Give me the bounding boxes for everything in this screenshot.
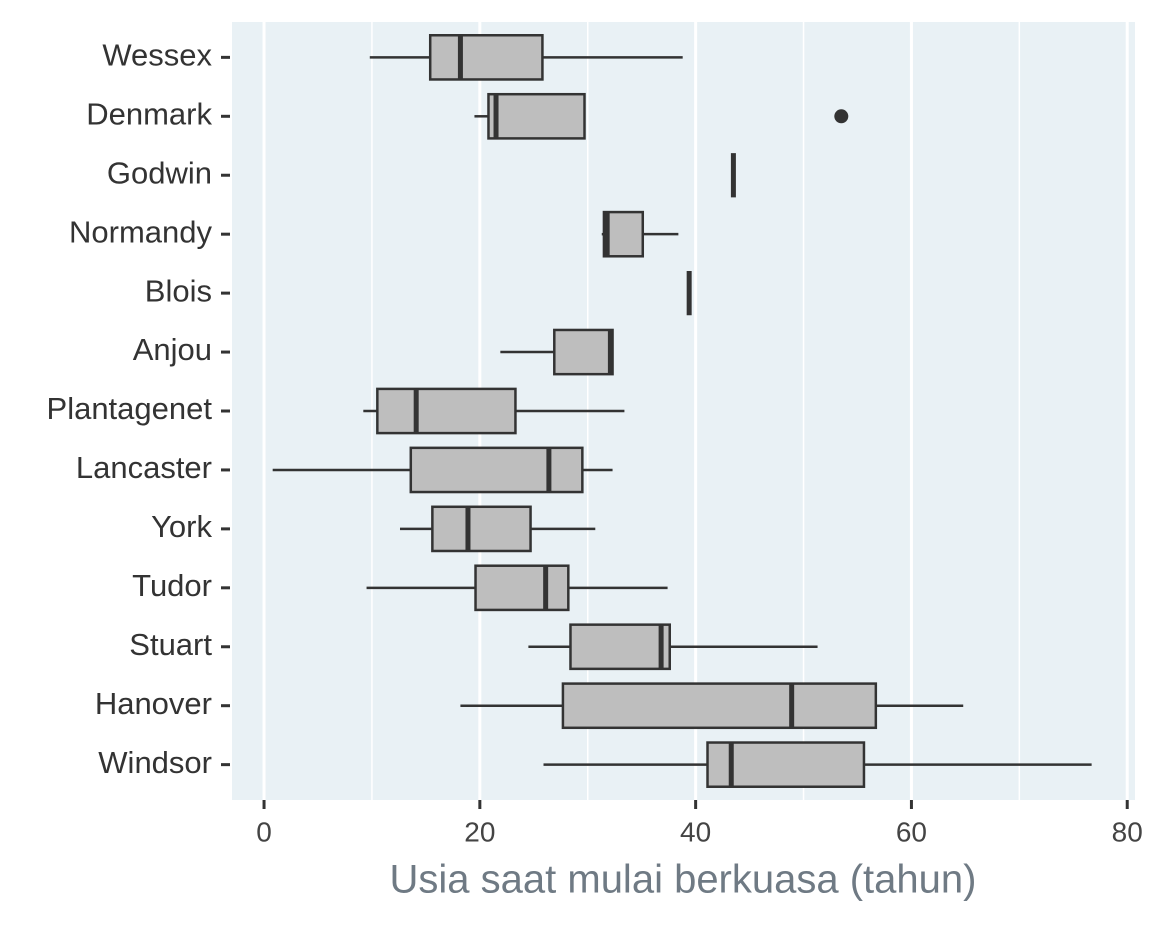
box [431, 505, 532, 553]
y-tick-label: Hanover [95, 686, 212, 721]
y-tick-label: York [151, 509, 212, 544]
y-tick-label: Godwin [107, 155, 212, 190]
y-tick-label: Plantagenet [47, 391, 213, 426]
x-axis-title: Usia saat mulai berkuasa (tahun) [390, 858, 977, 902]
y-tick-label: Wessex [102, 38, 212, 73]
box [474, 564, 570, 612]
y-tick-label: Windsor [98, 745, 212, 780]
box [561, 682, 878, 730]
x-tick-label: 0 [256, 816, 272, 847]
y-tick-label: Tudor [132, 568, 212, 603]
y-tick-label: Stuart [129, 627, 212, 662]
box [409, 446, 584, 494]
x-tick-label: 40 [680, 816, 711, 847]
box [569, 623, 671, 671]
outlier [834, 109, 849, 124]
y-tick-label: Blois [145, 273, 212, 308]
y-tick-label: Denmark [86, 96, 212, 131]
y-tick-label: Anjou [133, 332, 212, 367]
box [428, 34, 544, 81]
x-tick-label: 60 [896, 816, 927, 847]
box [376, 387, 517, 435]
box [602, 210, 645, 258]
y-tick-label: Lancaster [76, 450, 212, 485]
box [487, 92, 586, 140]
x-tick-label: 20 [464, 816, 495, 847]
x-tick-label: 80 [1112, 816, 1143, 847]
y-tick-label: Normandy [69, 214, 212, 249]
box [553, 328, 614, 376]
